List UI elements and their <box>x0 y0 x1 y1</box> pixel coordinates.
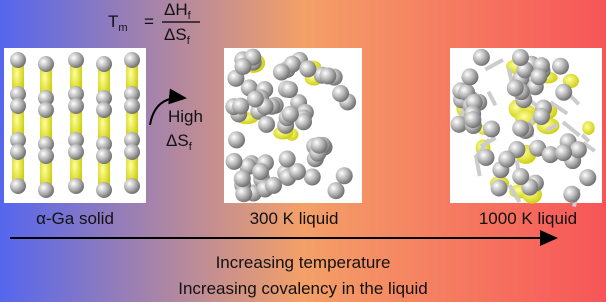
panel-label: 300 K liquid <box>250 209 339 228</box>
atom <box>124 144 140 160</box>
formula-numerator: ΔHf <box>164 0 192 22</box>
atom <box>252 163 269 180</box>
atom <box>328 182 345 199</box>
formula-denominator: ΔSf <box>164 25 191 47</box>
atom <box>299 60 316 77</box>
atom <box>96 148 112 164</box>
atom <box>563 186 580 203</box>
atom <box>124 178 140 194</box>
figure: Tm = ΔHf ΔSf High ΔSf α-Ga solid 300 K l… <box>0 0 606 302</box>
atom <box>235 185 252 202</box>
atom <box>279 150 296 167</box>
axis-line2: Increasing covalency in the liquid <box>178 279 427 298</box>
atom <box>258 116 275 133</box>
atom <box>530 68 547 85</box>
formula-equals: = <box>144 12 154 31</box>
atom <box>570 141 587 158</box>
axis-line1: Increasing temperature <box>216 253 391 272</box>
atom <box>10 52 26 68</box>
atom <box>234 170 251 187</box>
atom <box>483 121 500 138</box>
atom <box>38 148 54 164</box>
atom <box>473 49 490 66</box>
atom <box>265 177 282 194</box>
atom <box>512 120 529 137</box>
atom <box>124 52 140 68</box>
atom <box>10 98 26 114</box>
atom <box>498 151 515 168</box>
atom <box>38 102 54 118</box>
atom <box>477 149 494 166</box>
atom <box>512 168 529 185</box>
arrow-note-line2: ΔSf <box>166 131 193 153</box>
atom <box>555 144 572 161</box>
atom <box>319 67 336 84</box>
atom <box>10 144 26 160</box>
atom <box>234 58 251 75</box>
atom <box>68 178 84 194</box>
atom <box>304 169 321 186</box>
atom <box>38 182 54 198</box>
atom <box>336 167 353 184</box>
atom <box>281 81 298 98</box>
atom <box>68 98 84 114</box>
atom <box>228 131 245 148</box>
atom <box>247 90 264 107</box>
atom <box>332 85 349 102</box>
atom <box>552 58 569 75</box>
charge-blob <box>582 121 594 135</box>
atom <box>38 56 54 72</box>
panel-label: α-Ga solid <box>36 209 114 228</box>
atom <box>512 49 529 66</box>
atom <box>96 102 112 118</box>
atom <box>273 64 290 81</box>
panel-label: 1000 K liquid <box>479 209 577 228</box>
atom <box>10 178 26 194</box>
atom <box>533 108 550 125</box>
atom <box>124 98 140 114</box>
atom <box>96 182 112 198</box>
atom <box>282 106 299 123</box>
atom <box>68 52 84 68</box>
atom <box>226 153 243 170</box>
atom <box>464 111 481 128</box>
atom <box>579 169 596 186</box>
atom <box>311 137 328 154</box>
atom <box>461 68 478 85</box>
atom <box>232 98 249 115</box>
atom <box>96 56 112 72</box>
arrow-note-line1: High <box>168 107 203 126</box>
atom <box>555 84 572 101</box>
atom <box>68 144 84 160</box>
atom <box>491 179 508 196</box>
atom <box>507 80 524 97</box>
